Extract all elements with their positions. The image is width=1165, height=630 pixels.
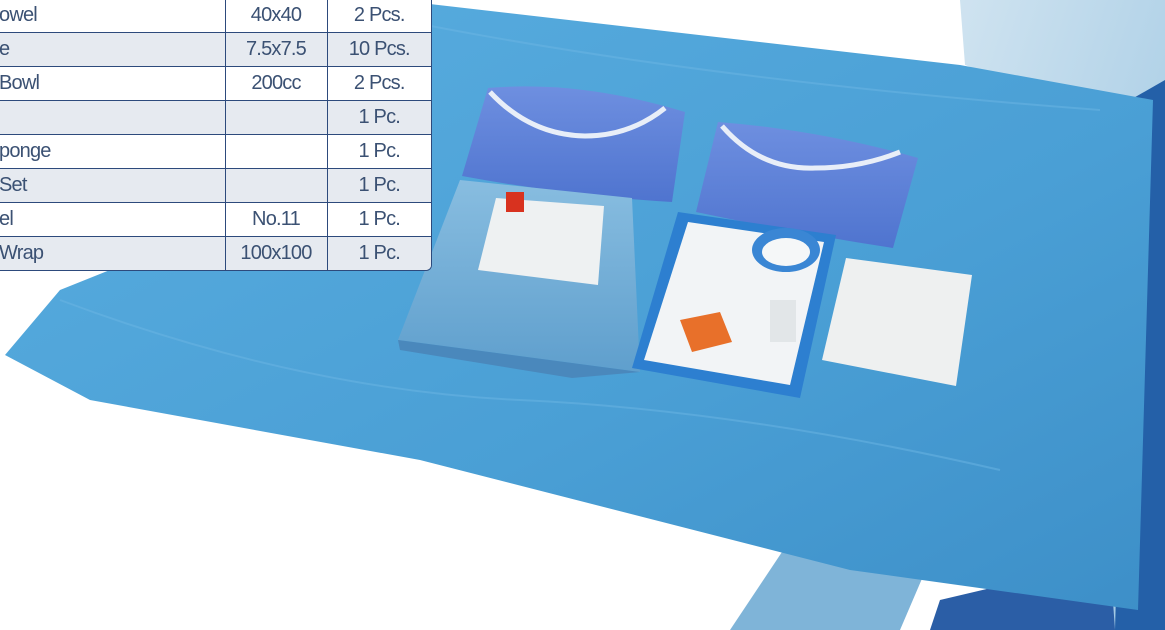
item-qty-cell: 1 Pc. [327,202,431,237]
table-row: Wrap 100x100 1 Pc. [0,236,431,270]
item-qty-cell: 1 Pc. [327,100,431,135]
surgical-gown-right [696,122,918,248]
item-name-cell [0,100,226,135]
item-name-cell: ponge [0,134,226,169]
item-size-cell: 7.5x7.5 [225,32,328,67]
item-name-cell: e [0,32,226,67]
item-size-cell [225,168,328,203]
item-size-cell: No.11 [225,202,328,237]
gauze-towels [822,258,972,386]
table-row: Set 1 Pc. [0,168,431,203]
item-size-cell [225,134,328,169]
table-row: el No.11 1 Pc. [0,202,431,237]
item-name-cell: el [0,202,226,237]
item-name-cell: owel [0,0,226,33]
table-row: 1 Pc. [0,100,431,135]
item-qty-cell: 10 Pcs. [327,32,431,67]
item-size-cell: 100x100 [225,236,328,270]
item-qty-cell: 1 Pc. [327,134,431,169]
item-name-cell: Wrap [0,236,226,270]
item-size-cell: 200cc [225,66,328,101]
drape-pack [398,180,640,378]
item-name-cell: Set [0,168,226,203]
surgical-gown-left [462,86,685,202]
item-size-cell: 40x40 [225,0,328,33]
item-qty-cell: 1 Pc. [327,168,431,203]
instrument-tray [632,212,836,398]
item-qty-cell: 1 Pc. [327,236,431,270]
components-table: owel 40x40 2 Pcs. e 7.5x7.5 10 Pcs. Bowl… [0,0,432,271]
table-row: owel 40x40 2 Pcs. [0,0,431,33]
table-row: ponge 1 Pc. [0,134,431,169]
item-qty-cell: 2 Pcs. [327,0,431,33]
item-qty-cell: 2 Pcs. [327,66,431,101]
table-row: Bowl 200cc 2 Pcs. [0,66,431,101]
item-name-cell: Bowl [0,66,226,101]
item-size-cell [225,100,328,135]
table-row: e 7.5x7.5 10 Pcs. [0,32,431,67]
